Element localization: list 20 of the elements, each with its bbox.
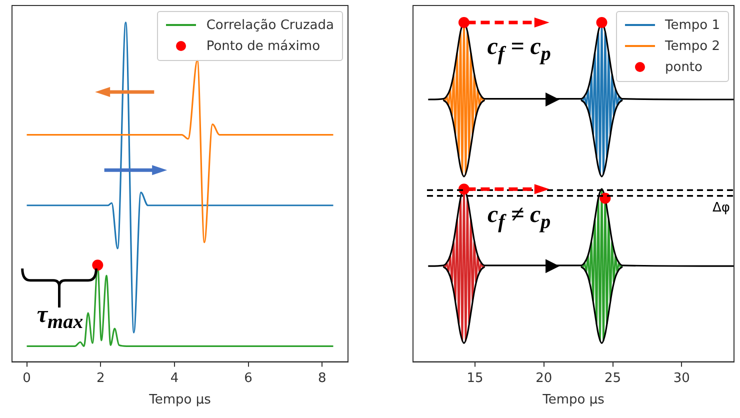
x-tick-label: 8 [318, 370, 326, 386]
x-tick-label: 25 [604, 370, 622, 386]
annotation: τ$_{max}$ [36, 302, 84, 334]
x-tick-label: 4 [170, 370, 179, 386]
annotation: c$_{f}$ ≠ c$_{p}$ [488, 202, 551, 234]
x-tick-label: 15 [466, 370, 484, 386]
legend-label: ponto [664, 60, 702, 74]
legend-label: Tempo 2 [664, 38, 720, 54]
x-tick-label: 6 [244, 370, 252, 386]
legend-label: Correlação Cruzada [206, 18, 334, 32]
x-tick-label: 0 [22, 370, 31, 386]
x-axis-title: Tempo μs [148, 392, 212, 408]
annotation: c$_{f}$ = c$_{p}$ [487, 34, 551, 66]
x-tick-label: 2 [96, 370, 105, 386]
x-tick-label: 20 [536, 370, 552, 386]
legend-label: Ponto de máximo [206, 38, 320, 54]
x-tick-label: 30 [673, 370, 690, 386]
ref-line-label: Δφ [712, 200, 730, 216]
x-axis-title: Tempo μs [542, 392, 605, 408]
legend-label: Tempo 1 [664, 18, 720, 32]
